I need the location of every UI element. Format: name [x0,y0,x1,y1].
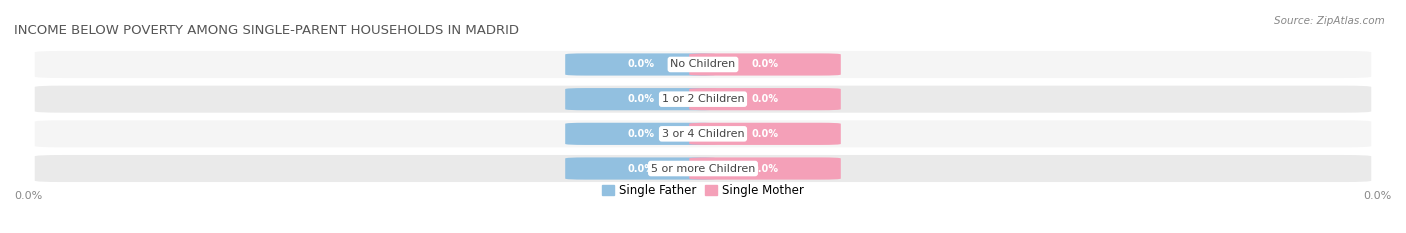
Text: 0.0%: 0.0% [627,94,655,104]
Text: 5 or more Children: 5 or more Children [651,164,755,174]
Text: 0.0%: 0.0% [627,129,655,139]
FancyBboxPatch shape [689,123,841,145]
FancyBboxPatch shape [35,51,1371,78]
Text: 0.0%: 0.0% [627,164,655,174]
FancyBboxPatch shape [689,53,841,75]
FancyBboxPatch shape [565,158,717,180]
FancyBboxPatch shape [35,155,1371,182]
FancyBboxPatch shape [565,123,717,145]
Text: No Children: No Children [671,59,735,69]
Text: 0.0%: 0.0% [627,59,655,69]
Text: 0.0%: 0.0% [751,59,779,69]
Text: 0.0%: 0.0% [751,164,779,174]
Text: 1 or 2 Children: 1 or 2 Children [662,94,744,104]
Text: INCOME BELOW POVERTY AMONG SINGLE-PARENT HOUSEHOLDS IN MADRID: INCOME BELOW POVERTY AMONG SINGLE-PARENT… [14,24,519,37]
FancyBboxPatch shape [565,53,717,75]
Text: 0.0%: 0.0% [751,129,779,139]
FancyBboxPatch shape [35,120,1371,147]
FancyBboxPatch shape [565,88,717,110]
Text: 0.0%: 0.0% [751,94,779,104]
FancyBboxPatch shape [689,158,841,180]
Text: 0.0%: 0.0% [14,191,42,201]
Legend: Single Father, Single Mother: Single Father, Single Mother [602,184,804,197]
Text: 0.0%: 0.0% [1364,191,1392,201]
Text: 3 or 4 Children: 3 or 4 Children [662,129,744,139]
FancyBboxPatch shape [689,88,841,110]
FancyBboxPatch shape [35,86,1371,113]
Text: Source: ZipAtlas.com: Source: ZipAtlas.com [1274,16,1385,26]
